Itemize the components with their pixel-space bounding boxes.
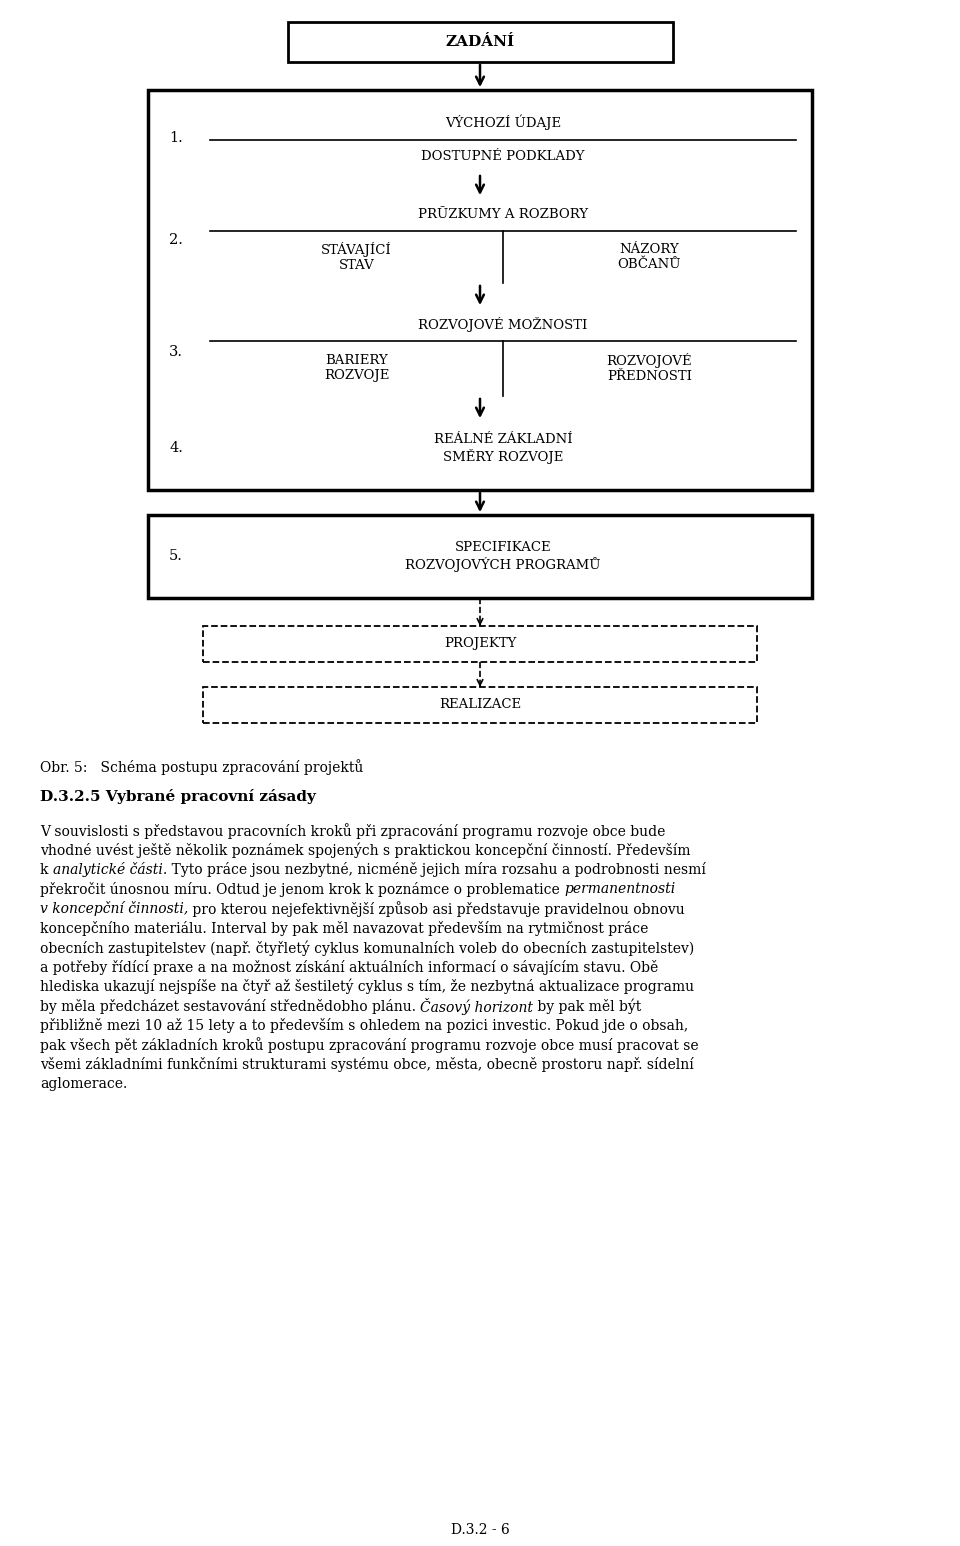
Text: NÁZORY
OBČANŮ: NÁZORY OBČANŮ [617,243,682,271]
Bar [210,529,796,584]
Text: PRŪZKUMY A ROZBORY: PRŪZKUMY A ROZBORY [418,209,588,221]
Text: k: k [40,863,53,877]
Text: BARIERY
ROZVOJE: BARIERY ROZVOJE [324,354,389,382]
Text: PROJEKTY: PROJEKTY [444,637,516,651]
Text: D.3.2.5 Vybrané pracovní zásady: D.3.2.5 Vybrané pracovní zásady [40,788,316,804]
Text: by pak měl být: by pak měl být [534,999,641,1014]
Text: ROZVOJOVÉ MOŽNOSTI: ROZVOJOVÉ MOŽNOSTI [419,317,588,332]
Bar [203,686,757,724]
Text: Obr. 5:   Schéma postupu zpracování projektů: Obr. 5: Schéma postupu zpracování projek… [40,759,364,775]
Text: obecních zastupitelstev (např. čtyřletý cyklus komunalních voleb do obecních zas: obecních zastupitelstev (např. čtyřletý … [40,940,694,955]
Text: VÝCHOZÍ ÚDAJE: VÝCHOZÍ ÚDAJE [444,114,561,130]
Text: pro kterou nejefektivnější způsob asi představuje pravidelnou obnovu: pro kterou nejefektivnější způsob asi př… [188,901,685,917]
Text: SPECIFIKACE
ROZVOJOVÝCH PROGRAMŮ: SPECIFIKACE ROZVOJOVÝCH PROGRAMŮ [405,541,601,572]
Text: by měla předcházet sestavování střednědobho plánu.: by měla předcházet sestavování střednědo… [40,999,420,1014]
Bar [148,515,812,598]
Text: koncepčního materiálu. Interval by pak měl navazovat především na rytmičnost prá: koncepčního materiálu. Interval by pak m… [40,921,648,935]
Text: aglomerace.: aglomerace. [40,1078,128,1091]
Text: pak všech pět základních kroků postupu zpracování programu rozvoje obce musí pra: pak všech pět základních kroků postupu z… [40,1037,699,1053]
Text: přibližně mezi 10 až 15 lety a to především s ohledem na pozici investic. Pokud : přibližně mezi 10 až 15 lety a to předev… [40,1019,688,1033]
Text: 3.: 3. [169,345,183,359]
Text: 2.: 2. [169,233,183,247]
Text: REALIZACE: REALIZACE [439,699,521,711]
Bar [288,22,673,62]
Text: analytické části: analytické části [53,863,163,877]
Text: vhodné uvést ještě několik poznámek spojených s praktickou koncepční činností. P: vhodné uvést ještě několik poznámek spoj… [40,843,690,858]
Bar [210,198,796,283]
Text: 1.: 1. [169,131,182,145]
Text: a potřeby řídící praxe a na možnost získání aktuálních informací o sávajícím sta: a potřeby řídící praxe a na možnost získ… [40,960,659,974]
Text: . Tyto práce jsou nezbytné, nicméně jejich míra rozsahu a podrobnosti nesmí: . Tyto práce jsou nezbytné, nicméně jeji… [163,863,706,877]
Text: REÁLNÉ ZÁKLADNÍ
SMĚRY ROZVOJE: REÁLNÉ ZÁKLADNÍ SMĚRY ROZVOJE [434,433,572,464]
Text: V souvislosti s představou pracovních kroků při zpracování programu rozvoje obce: V souvislosti s představou pracovních kr… [40,822,665,838]
Bar [203,626,757,662]
Text: Časový horizont: Časový horizont [420,997,534,1014]
Text: všemi základními funkčními strukturami systému obce, města, obecně prostoru např: všemi základními funkčními strukturami s… [40,1057,694,1073]
Text: v koncepční činnosti,: v koncepční činnosti, [40,901,188,917]
Text: 5.: 5. [169,549,183,563]
Text: DOSTUPNÉ PODKLADY: DOSTUPNÉ PODKLADY [421,150,585,162]
Text: hlediska ukazují nejspíše na čtyř až šestiletý cyklus s tím, že nezbytná aktuali: hlediska ukazují nejspíše na čtyř až šes… [40,979,694,994]
Bar [210,421,796,476]
Text: permanentnosti: permanentnosti [564,883,676,897]
Text: ROZVOJOVÉ
PŘEDNOSTI: ROZVOJOVÉ PŘEDNOSTI [607,354,692,383]
Text: D.3.2 - 6: D.3.2 - 6 [450,1523,510,1537]
Text: 4.: 4. [169,442,183,456]
Bar [210,104,796,173]
Bar [148,90,812,490]
Text: ZADÁNÍ: ZADÁNÍ [446,36,516,49]
Text: STÁVAJÍCÍ
STAV: STÁVAJÍCÍ STAV [322,243,392,272]
Text: překročit únosnou míru. Odtud je jenom krok k poznámce o problematice: překročit únosnou míru. Odtud je jenom k… [40,881,564,897]
Bar [210,308,796,396]
